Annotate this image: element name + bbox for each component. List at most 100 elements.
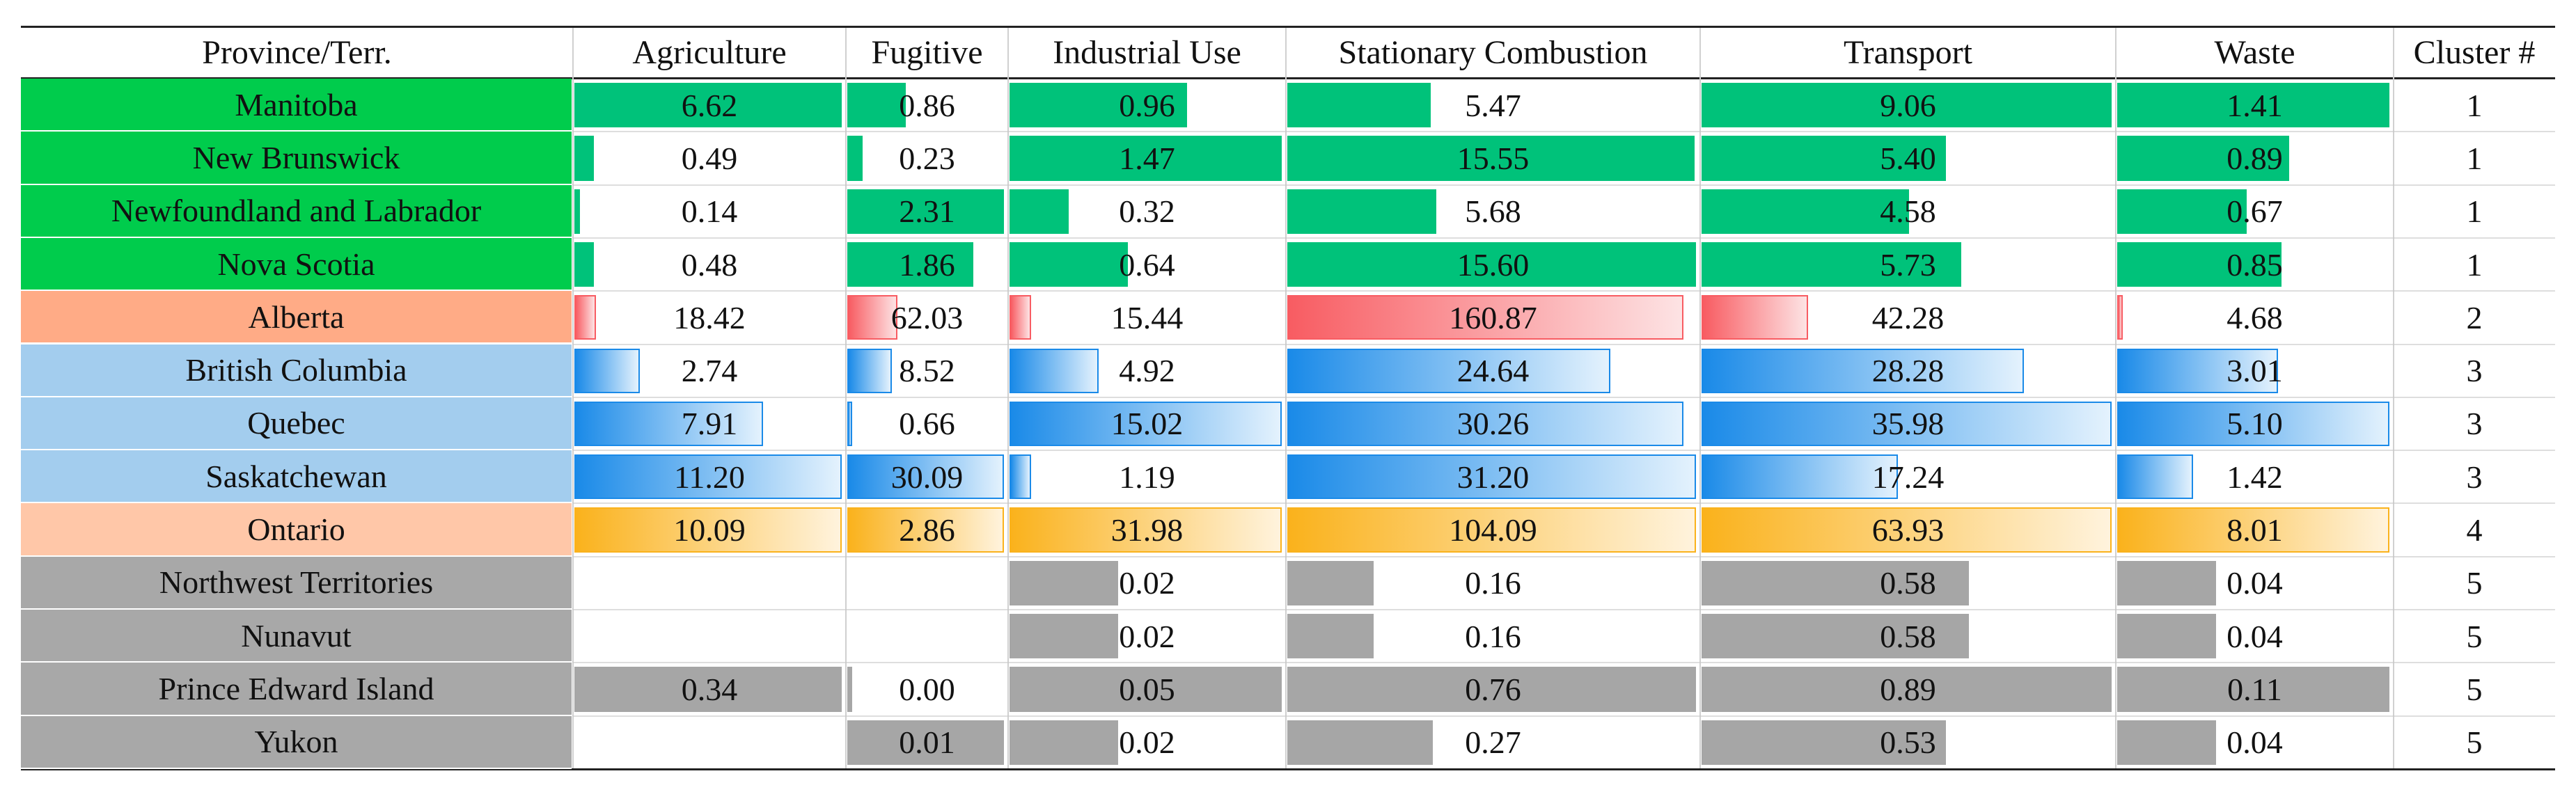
data-bar xyxy=(1287,189,1436,234)
table-cell-agriculture: 2.74 xyxy=(573,344,846,397)
row-separator xyxy=(573,609,2555,610)
data-bar xyxy=(1702,720,1946,765)
table-cell-industrial: 1.19 xyxy=(1008,450,1286,503)
table-cell-transport: 35.98 xyxy=(1700,397,2116,450)
cell-value: 104.09 xyxy=(1449,512,1537,548)
table-cell-transport: 0.53 xyxy=(1700,716,2116,769)
cell-value: 0.89 xyxy=(1880,671,1936,707)
data-bar xyxy=(574,83,842,128)
data-bar xyxy=(574,295,596,340)
table-cell-industrial: 0.02 xyxy=(1008,716,1286,769)
data-bar xyxy=(574,348,640,393)
table-cell-agriculture xyxy=(573,716,846,769)
province-cell: Newfoundland and Labrador xyxy=(21,184,572,238)
data-bar xyxy=(1287,614,1374,659)
cell-value: 0.89 xyxy=(2226,140,2283,176)
data-bar xyxy=(847,295,897,340)
table-cell-stationary: 31.20 xyxy=(1286,450,1700,503)
cell-value: 30.09 xyxy=(890,459,964,495)
cluster-number: 5 xyxy=(2466,618,2483,654)
table-cell-transport: 0.58 xyxy=(1700,557,2116,610)
table-cell-waste: 4.68 xyxy=(2116,291,2394,344)
data-bar xyxy=(2117,667,2389,712)
data-bar xyxy=(1287,401,1684,447)
cell-value: 0.16 xyxy=(1465,618,1521,654)
cell-value: 10.09 xyxy=(673,512,746,548)
cell-value: 0.53 xyxy=(1880,724,1936,761)
table-cell-stationary: 15.60 xyxy=(1286,238,1700,291)
row-separator xyxy=(573,184,2555,186)
data-bar xyxy=(847,241,974,287)
table-cell-stationary: 0.27 xyxy=(1286,716,1700,769)
cell-value: 28.28 xyxy=(1871,353,1945,389)
data-bar xyxy=(1010,667,1282,712)
province-cell: Yukon xyxy=(21,715,572,769)
table-cell-fugitive: 0.00 xyxy=(846,663,1008,715)
data-bar xyxy=(847,189,1004,234)
cell-value: 0.32 xyxy=(1119,193,1175,230)
data-bar xyxy=(847,720,1004,765)
data-bar xyxy=(574,136,595,181)
column-divider xyxy=(2115,28,2116,768)
row-separator xyxy=(573,131,2555,133)
cell-value: 11.20 xyxy=(674,459,745,495)
table-cell-stationary: 30.26 xyxy=(1286,397,1700,450)
cell-value: 2.74 xyxy=(681,353,738,389)
cell-value: 2.31 xyxy=(899,193,955,230)
table-cell-industrial: 0.02 xyxy=(1008,557,1286,610)
cluster-number: 1 xyxy=(2466,140,2483,176)
cell-value: 0.86 xyxy=(899,87,955,123)
data-bar xyxy=(2117,136,2289,181)
cell-value: 0.67 xyxy=(2226,193,2283,230)
data-bar xyxy=(2117,507,2389,553)
table-cell-agriculture: 6.62 xyxy=(573,79,846,132)
province-cell: Alberta xyxy=(21,291,572,344)
data-bar xyxy=(1702,136,1947,181)
cell-value: 1.42 xyxy=(2226,459,2283,495)
cell-value: 0.02 xyxy=(1119,724,1175,761)
province-cell: Manitoba xyxy=(21,79,572,132)
province-cell: Saskatchewan xyxy=(21,450,572,504)
table-cell-stationary: 5.68 xyxy=(1286,185,1700,238)
header-bottom-rule xyxy=(21,77,2555,79)
table-cell-transport: 9.06 xyxy=(1700,79,2116,132)
data-bar xyxy=(574,507,842,553)
table-cell-transport: 4.58 xyxy=(1700,185,2116,238)
cluster-number: 3 xyxy=(2466,353,2483,389)
table-cell-industrial: 15.44 xyxy=(1008,291,1286,344)
table-cell-agriculture: 0.48 xyxy=(573,238,846,291)
province-cell: Nunavut xyxy=(21,610,572,663)
cell-value xyxy=(846,610,1008,663)
cell-value: 0.02 xyxy=(1119,618,1175,654)
table-cell-industrial: 15.02 xyxy=(1008,397,1286,450)
row-separator xyxy=(573,502,2555,505)
cell-value: 1.86 xyxy=(899,246,955,283)
cell-value: 5.40 xyxy=(1880,140,1936,176)
cluster-number: 5 xyxy=(2466,565,2483,601)
table-bottom-rule xyxy=(21,768,2555,770)
cell-value xyxy=(573,557,846,610)
table-cell-agriculture xyxy=(573,557,846,610)
table-cell-transport: 5.40 xyxy=(1700,132,2116,184)
cell-value: 15.55 xyxy=(1456,140,1530,176)
data-bar xyxy=(847,667,852,712)
table-cell-stationary: 0.16 xyxy=(1286,557,1700,610)
data-bar xyxy=(1287,348,1610,393)
cell-value: 7.91 xyxy=(681,406,738,442)
table-cell-industrial: 0.96 xyxy=(1008,79,1286,132)
table-cell-waste: 8.01 xyxy=(2116,503,2394,556)
province-cell: Northwest Territories xyxy=(21,556,572,610)
row-separator xyxy=(573,662,2555,664)
cell-value: 0.16 xyxy=(1465,565,1521,601)
cell-value: 0.01 xyxy=(899,724,955,761)
column-divider xyxy=(1285,28,1287,768)
data-bar xyxy=(847,401,852,447)
row-separator xyxy=(573,343,2555,345)
table-cell-stationary: 0.76 xyxy=(1286,663,1700,715)
cluster-number: 5 xyxy=(2466,724,2483,761)
table-cell-industrial: 0.32 xyxy=(1008,185,1286,238)
data-bar xyxy=(574,189,581,234)
row-separator xyxy=(573,450,2555,452)
data-bar xyxy=(2117,454,2193,500)
table-cell-agriculture: 11.20 xyxy=(573,450,846,503)
